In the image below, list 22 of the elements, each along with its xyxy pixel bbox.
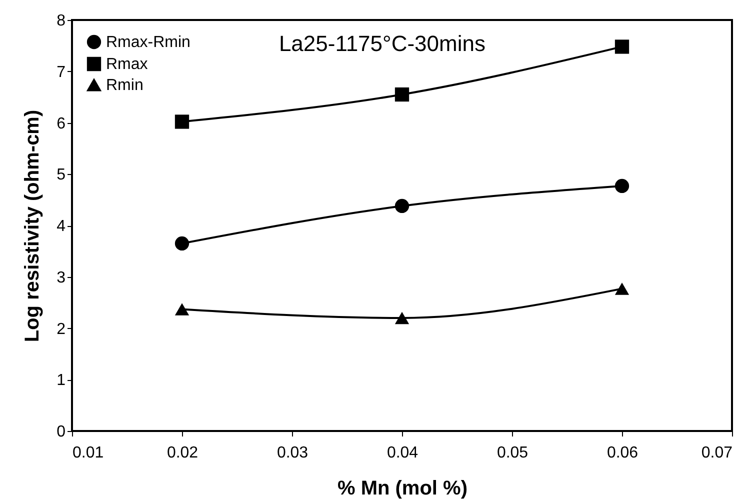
x-tick-label: 0.05 [496, 444, 528, 462]
y-tick-label: 0 [56, 424, 66, 440]
x-tick-label: 0.07 [701, 444, 733, 462]
x-axis-title: % Mn (mol %) [338, 478, 468, 500]
y-tick-label: 8 [56, 12, 66, 30]
y-tick-label: 6 [56, 115, 66, 132]
x-tick-label: 0.02 [166, 444, 198, 462]
x-tick-label: 0.06 [606, 444, 638, 462]
y-tick-label: 2 [56, 320, 66, 338]
text: La25-1175°C-30mins [278, 31, 486, 56]
legend-label: Rmax-Rmin [106, 34, 190, 51]
legend-label: Rmin [106, 77, 144, 94]
x-tick-label: 0.01 [72, 444, 104, 462]
x-tick-label: 0.03 [276, 444, 308, 462]
y-tick-label: 1 [56, 372, 66, 390]
legend-label: Rmax [106, 56, 148, 73]
y-tick-label: 4 [56, 218, 66, 235]
x-tick-label: 0.04 [386, 444, 418, 462]
y-tick-label: 5 [56, 166, 66, 184]
y-tick-label: 7 [56, 64, 66, 81]
y-tick-label: 3 [56, 269, 66, 286]
y-axis-title: Log resistivity (ohm-cm) [22, 110, 44, 342]
